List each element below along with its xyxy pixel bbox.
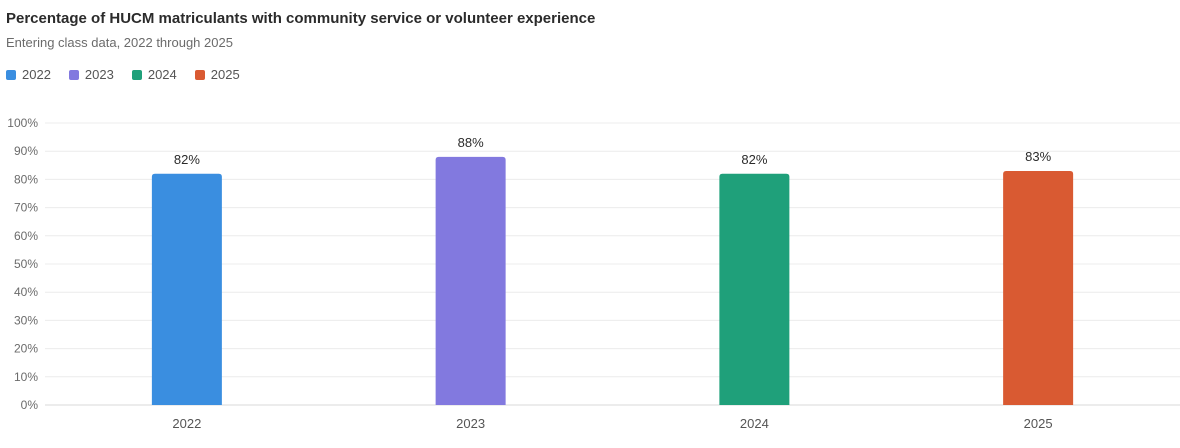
grid-lines — [45, 122, 1180, 406]
y-tick-label: 80% — [14, 172, 38, 186]
y-tick-label: 10% — [14, 370, 38, 384]
x-tick-label: 2023 — [456, 416, 485, 431]
legend-label: 2025 — [210, 67, 240, 82]
y-tick-label: 20% — [14, 342, 38, 356]
data-label-2022: 82% — [174, 152, 200, 167]
data-label-2023: 88% — [458, 135, 484, 150]
chart-title: Percentage of HUCM matriculants with com… — [6, 10, 596, 27]
data-labels: 82% 88% 82% 83% — [174, 135, 1052, 167]
y-tick-label: 60% — [14, 229, 38, 243]
data-label-2024: 82% — [741, 152, 767, 167]
x-tick-label: 2022 — [172, 416, 201, 431]
chart-legend: 2022 2023 2024 2025 — [6, 67, 240, 82]
legend-label: 2022 — [22, 67, 51, 82]
bar-2023[interactable] — [435, 156, 506, 405]
y-tick-label: 0% — [21, 398, 39, 412]
legend-swatch — [194, 69, 205, 80]
x-axis-ticks: 2022 2023 2024 2025 — [172, 416, 1052, 431]
y-tick-label: 100% — [7, 116, 38, 130]
chart-subtitle: Entering class data, 2022 through 2025 — [6, 35, 233, 50]
legend-swatch — [6, 69, 16, 80]
legend-label: 2023 — [84, 67, 114, 82]
legend-swatch — [68, 69, 79, 80]
legend-item-2022[interactable]: 2022 — [6, 67, 51, 82]
y-tick-label: 90% — [14, 144, 38, 158]
legend-item-2023[interactable]: 2023 — [68, 67, 114, 82]
bar-2025[interactable] — [1003, 170, 1074, 405]
legend-label: 2024 — [147, 67, 177, 82]
x-tick-label: 2024 — [740, 416, 769, 431]
bar-2022[interactable] — [151, 173, 222, 405]
legend-item-2024[interactable]: 2024 — [131, 67, 177, 82]
bars — [151, 156, 1074, 405]
legend-item-2025[interactable]: 2025 — [194, 67, 240, 82]
x-tick-label: 2025 — [1024, 416, 1053, 431]
y-tick-label: 40% — [14, 285, 38, 299]
y-tick-label: 50% — [14, 257, 38, 271]
legend-swatch — [131, 69, 142, 80]
y-tick-label: 70% — [14, 201, 38, 215]
bar-2024[interactable] — [719, 173, 790, 405]
data-label-2025: 83% — [1025, 149, 1051, 164]
y-axis-ticks: 0% 10% 20% 30% 40% 50% 60% 70% 80% 90% 100% — [7, 116, 38, 412]
y-tick-label: 30% — [14, 313, 38, 327]
